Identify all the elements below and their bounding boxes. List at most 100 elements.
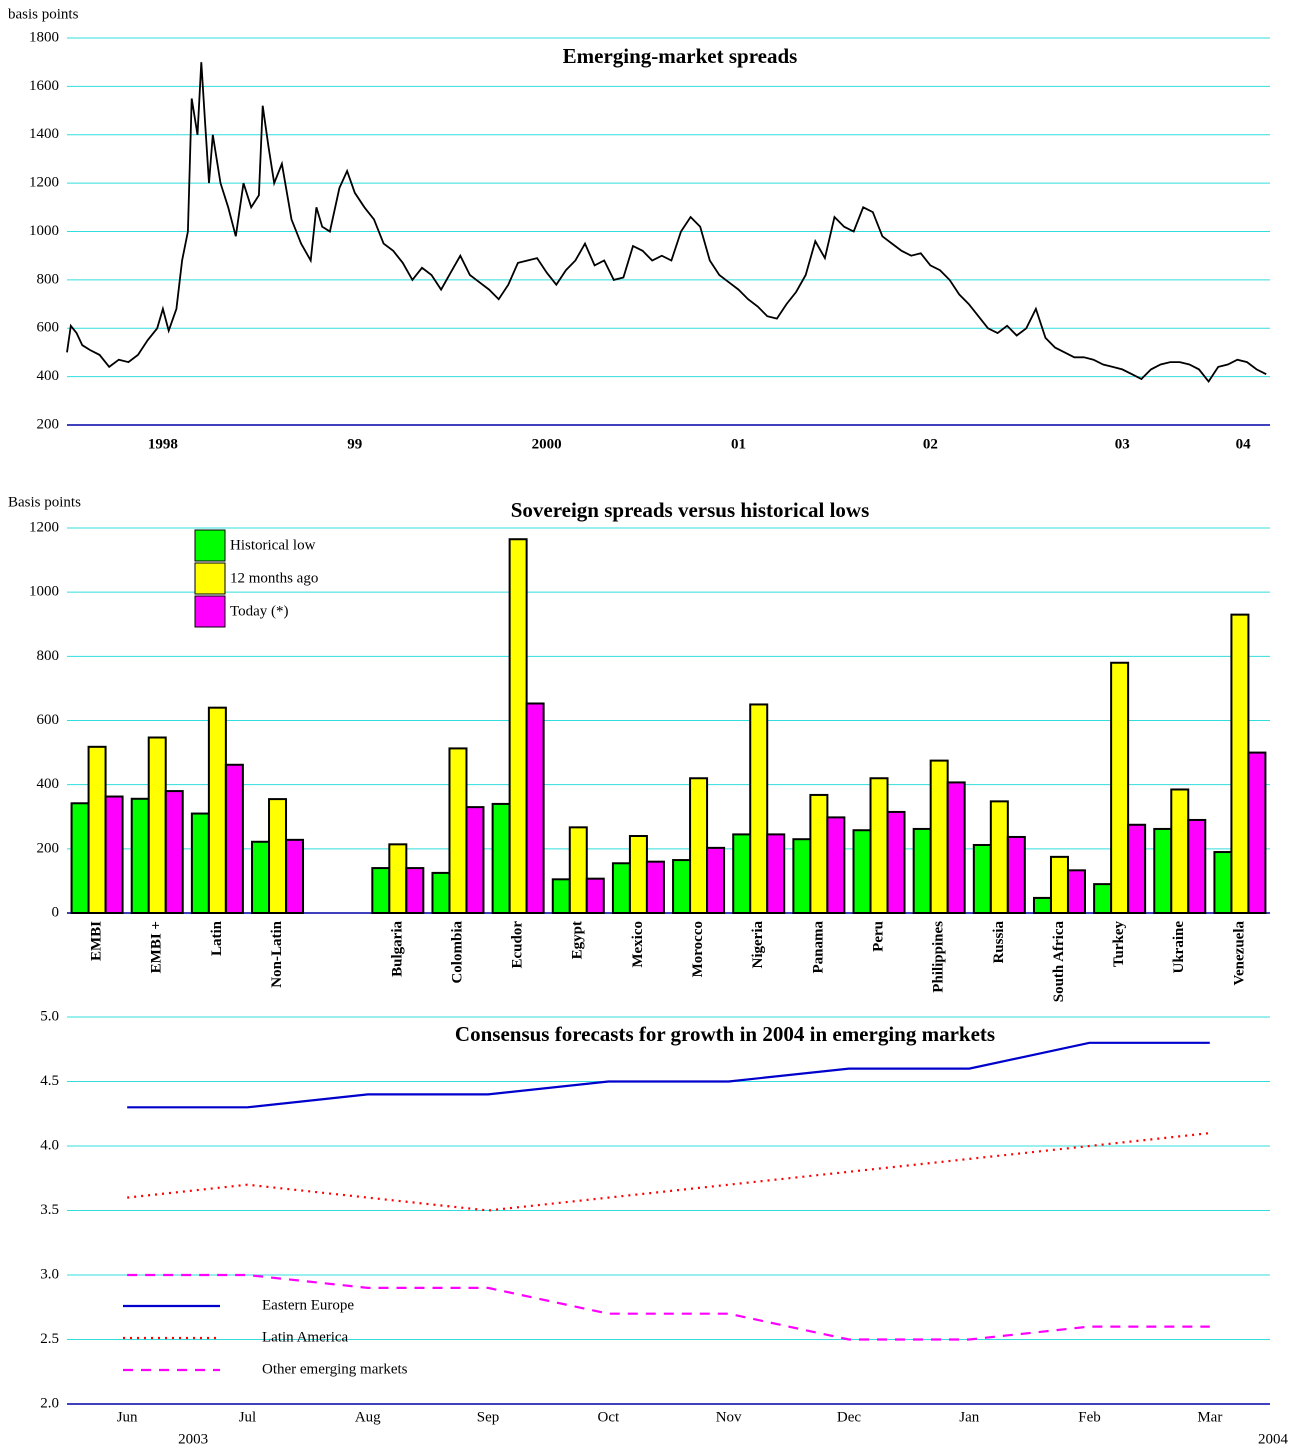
x-tick-label: Jun [117, 1409, 138, 1425]
y-tick-label: 400 [37, 776, 60, 792]
bar [164, 790, 184, 914]
legend-label: 12 months ago [230, 570, 318, 586]
y-tick-label: 600 [37, 320, 60, 336]
x-tick-label: Sep [477, 1409, 500, 1425]
bar [104, 795, 124, 914]
x-tick-label: 03 [1115, 436, 1130, 452]
x-tick-label: Morocco [690, 921, 706, 977]
x-tick-label: 99 [347, 436, 362, 452]
x-tick-label: Bulgaria [389, 921, 405, 977]
bar [268, 798, 288, 915]
chart-title: Emerging-market spreads [563, 44, 798, 68]
series-line [127, 1041, 1210, 1109]
bar [611, 862, 631, 914]
y-tick-label: 1200 [29, 519, 59, 535]
bar [525, 702, 545, 915]
y-tick-label: 2.0 [40, 1395, 59, 1411]
legend-label: Eastern Europe [262, 1297, 354, 1313]
bar [929, 759, 949, 915]
x-tick-label: 2000 [532, 436, 562, 452]
y-tick-label: 1400 [29, 126, 59, 142]
bar [1127, 823, 1147, 914]
bar [645, 860, 665, 915]
bar [689, 777, 709, 914]
legend-swatch [194, 529, 226, 562]
bar [946, 781, 966, 914]
bar [1247, 751, 1267, 914]
x-tick-label: Aug [355, 1409, 381, 1425]
bar [972, 843, 992, 915]
bar [706, 846, 726, 915]
bar [989, 800, 1009, 914]
bar [1187, 818, 1207, 914]
x-tick-label: Ukraine [1171, 921, 1187, 974]
x-tick-label: Egypt [570, 921, 586, 959]
x-tick-label: Jan [959, 1409, 979, 1425]
bar [792, 838, 812, 914]
bar [207, 706, 227, 915]
x-tick-label: Philippines [931, 921, 947, 993]
bar [371, 867, 391, 914]
bar [87, 745, 107, 915]
legend-swatch [194, 562, 226, 595]
y-tick-label: 1000 [29, 223, 59, 239]
x-tick-label: 1998 [148, 436, 178, 452]
year-label: 2003 [178, 1431, 208, 1447]
bar [130, 797, 150, 914]
x-tick-label: Panama [810, 921, 826, 974]
bar [190, 812, 210, 915]
bar [491, 802, 511, 915]
x-tick-label: 04 [1236, 436, 1252, 452]
x-tick-label: 01 [731, 436, 746, 452]
y-axis-label: basis points [8, 6, 79, 22]
x-tick-label: EMBI + [149, 921, 165, 973]
series-line [127, 1273, 1210, 1341]
chart: 2.0 2.5 3.0 3.5 4.0 4.5 5.0 Consensus forecasts… [40, 1008, 1288, 1447]
y-tick-label: 400 [37, 368, 60, 384]
x-tick-label: Colombia [449, 921, 465, 984]
series-line [66, 62, 1267, 384]
bar [585, 877, 605, 915]
y-tick-label: 3.0 [40, 1266, 59, 1282]
bar [508, 538, 528, 915]
x-tick-label: Dec [837, 1409, 861, 1425]
x-tick-label: 02 [923, 436, 938, 452]
year-label: 2004 [1258, 1431, 1289, 1447]
bar [431, 871, 451, 914]
bar [568, 826, 588, 915]
bar [749, 703, 769, 914]
bar [672, 859, 692, 914]
y-tick-label: 800 [37, 271, 60, 287]
x-tick-label: Russia [991, 921, 1007, 964]
x-tick-label: Turkey [1111, 921, 1127, 968]
y-tick-label: 5.0 [40, 1008, 59, 1024]
chart: 0 200 400 600 800 1000 1200 Sovereign spreads v… [8, 494, 1270, 1002]
x-tick-label: Non-Latin [269, 920, 285, 987]
bar [1049, 855, 1069, 915]
bar [732, 833, 752, 914]
x-tick-label: Mar [1197, 1409, 1222, 1425]
y-tick-label: 600 [37, 712, 60, 728]
x-tick-label: Venezuela [1231, 921, 1247, 986]
bar [405, 867, 425, 914]
legend-label: Today (*) [230, 603, 289, 619]
bar [1213, 851, 1233, 915]
x-tick-label: Ecudor [510, 921, 526, 969]
x-tick-label: Nov [716, 1409, 742, 1425]
bar [852, 829, 872, 914]
x-tick-label: Feb [1078, 1409, 1101, 1425]
bar [1093, 883, 1113, 914]
x-tick-label: Latin [209, 920, 225, 956]
bar [1006, 835, 1026, 915]
bar [1153, 827, 1173, 914]
legend-label: Latin America [262, 1329, 349, 1345]
bar [70, 802, 90, 915]
y-tick-label: 0 [52, 904, 60, 920]
y-tick-label: 200 [37, 840, 60, 856]
bar [766, 833, 786, 914]
chart-title: Consensus forecasts for growth in 2004 i… [455, 1022, 995, 1046]
bar [388, 843, 408, 915]
bar [886, 810, 906, 914]
